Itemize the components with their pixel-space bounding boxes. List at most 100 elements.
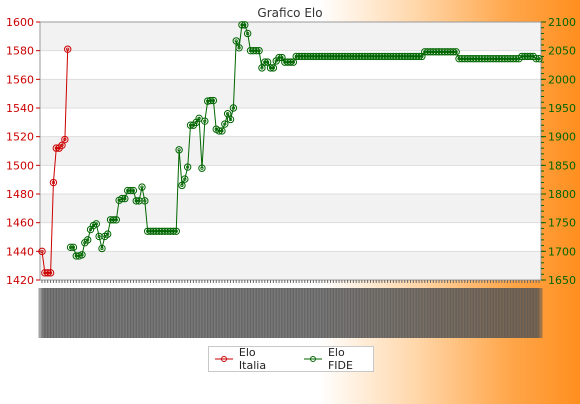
data-point xyxy=(269,64,278,72)
data-point xyxy=(301,52,309,61)
data-point-inner xyxy=(454,50,458,54)
right-tick-label: 1950 xyxy=(548,102,576,115)
data-point xyxy=(492,54,500,63)
data-point xyxy=(509,54,517,63)
grid-band xyxy=(40,194,541,223)
data-point xyxy=(158,227,166,235)
data-point xyxy=(232,37,240,45)
data-point xyxy=(283,58,292,66)
data-point-inner xyxy=(211,98,215,103)
grid-band xyxy=(40,136,541,166)
data-point-inner xyxy=(114,218,118,222)
data-point xyxy=(441,48,449,56)
data-point-inner xyxy=(228,117,233,122)
data-point xyxy=(483,54,492,63)
data-point xyxy=(383,52,392,61)
data-point xyxy=(95,232,103,241)
data-point xyxy=(495,54,503,63)
data-point xyxy=(421,48,429,56)
left-tick-label: 1600 xyxy=(6,16,34,29)
data-point xyxy=(49,178,58,187)
data-point xyxy=(375,52,383,61)
left-tick-label: 1540 xyxy=(6,102,34,115)
data-point xyxy=(389,52,398,61)
left-tick-label: 1460 xyxy=(6,217,34,230)
data-point xyxy=(135,197,143,205)
data-point xyxy=(349,52,358,61)
data-point xyxy=(229,104,238,112)
data-point-inner xyxy=(143,199,147,203)
data-point xyxy=(235,44,243,52)
legend-item-elo-italia: Elo Italia xyxy=(215,346,286,372)
data-point-inner xyxy=(88,227,93,232)
data-point xyxy=(309,52,318,61)
data-point-inner xyxy=(231,106,235,110)
right-tick-label: 1700 xyxy=(548,245,576,258)
data-point-inner xyxy=(194,120,198,124)
data-point xyxy=(469,54,478,63)
grid-band xyxy=(40,251,541,280)
data-point-inner xyxy=(94,222,98,226)
data-point-inner xyxy=(237,46,241,50)
data-point xyxy=(118,194,126,203)
data-point xyxy=(443,48,452,56)
right-y-axis: 1650 1700 1750 1800 1850 1900 1950 2000 2050 2100 xyxy=(541,16,576,287)
data-point xyxy=(275,53,283,62)
data-point-inner xyxy=(131,188,136,193)
data-point xyxy=(406,52,415,61)
data-point xyxy=(423,48,432,56)
data-point xyxy=(475,54,483,63)
data-point xyxy=(109,216,118,224)
data-point xyxy=(72,252,80,260)
data-point-inner xyxy=(97,234,101,239)
x-axis xyxy=(38,280,543,338)
data-point xyxy=(432,48,440,56)
left-y-axis: 1420 1440 1460 1480 1500 1520 1540 1560 1580 1600 xyxy=(6,16,40,287)
data-point xyxy=(289,58,298,66)
data-point xyxy=(98,244,106,253)
data-point xyxy=(41,269,49,277)
data-point-inner xyxy=(48,271,53,275)
data-point-inner xyxy=(537,57,541,61)
data-point xyxy=(143,227,152,235)
data-point xyxy=(472,54,480,63)
data-point-inner xyxy=(71,245,76,249)
data-point xyxy=(363,52,372,61)
data-point xyxy=(166,227,175,235)
data-point xyxy=(141,197,149,205)
data-point-inner xyxy=(100,246,104,251)
data-point xyxy=(126,186,135,195)
data-point xyxy=(446,48,455,56)
data-point xyxy=(186,121,195,129)
data-point xyxy=(486,54,495,63)
data-point xyxy=(249,46,258,55)
data-point xyxy=(403,52,412,61)
data-point xyxy=(518,52,526,61)
data-point xyxy=(346,52,355,61)
data-point xyxy=(498,54,506,63)
data-point xyxy=(121,194,129,203)
data-point xyxy=(506,54,515,63)
data-point xyxy=(318,52,326,61)
data-point xyxy=(521,52,529,61)
data-point-inner xyxy=(420,54,424,59)
data-point xyxy=(195,114,203,123)
data-point xyxy=(398,52,406,61)
data-point-inner xyxy=(234,39,238,43)
data-point xyxy=(429,48,438,56)
data-point xyxy=(306,52,315,61)
data-point xyxy=(138,183,146,191)
data-point xyxy=(169,227,178,235)
data-point-inner xyxy=(174,229,178,233)
data-point xyxy=(386,52,395,61)
data-point xyxy=(246,46,255,55)
left-tick-label: 1480 xyxy=(6,188,34,201)
data-point xyxy=(372,52,380,61)
legend-item-elo-fide: Elo FIDE xyxy=(304,346,373,372)
data-point-inner xyxy=(271,66,275,70)
data-point xyxy=(298,52,306,61)
data-point xyxy=(241,21,249,29)
data-point xyxy=(183,163,192,171)
right-tick-label: 1650 xyxy=(548,274,576,287)
